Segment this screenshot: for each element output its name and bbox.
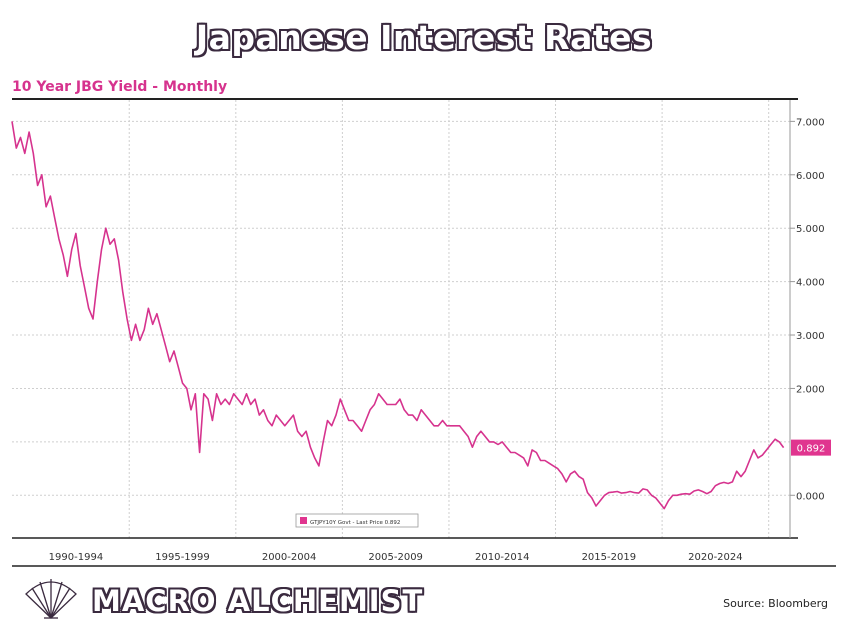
brand-name: MACRO ALCHEMIST [92,584,424,618]
legend-swatch [300,517,307,524]
legend-text: GTJPY10Y Govt - Last Price 0.892 [310,520,400,526]
yield-series-line [11,121,785,510]
chart-subtitle: 10 Year JBG Yield - Monthly [12,79,228,95]
y-tick-label: 4.000 [796,278,825,289]
x-band-label: 1995-1999 [155,552,210,563]
source-note: Source: Bloomberg [723,597,828,610]
x-band-label: 2010-2014 [475,552,530,563]
top-divider [12,98,798,100]
chart-title: Japanese Interest Rates [195,18,653,57]
x-band-label: 1990-1994 [49,552,104,563]
y-tick-label: 0.000 [796,491,825,502]
x-axis-bands: 1990-1994 1995-1999 2000-2004 2005-2009 2010… [49,100,770,563]
last-value-text: 0.892 [797,444,826,455]
y-tick-label: 6.000 [796,171,825,182]
y-axis-ticks: 7.000 6.000 5.000 4.000 3.000 2.000 0.000 [790,117,825,502]
y-tick-label: 3.000 [796,331,825,342]
legend-box [295,513,419,528]
last-value-box [791,439,831,456]
x-band-label: 2020-2024 [688,552,743,563]
shell-logo-icon [22,574,80,626]
y-tick-label: 7.000 [796,117,825,128]
y-tick-label: 5.000 [796,224,825,235]
x-band-label: 2015-2019 [582,552,637,563]
chart-legend: GTJPY10Y Govt - Last Price 0.892 [295,513,419,528]
last-value-marker: 0.892 [791,439,831,456]
x-band-label: 2005-2009 [368,552,423,563]
x-band-label: 2000-2004 [262,552,317,563]
chart-grid [12,120,790,496]
y-tick-label: 2.000 [796,384,825,395]
